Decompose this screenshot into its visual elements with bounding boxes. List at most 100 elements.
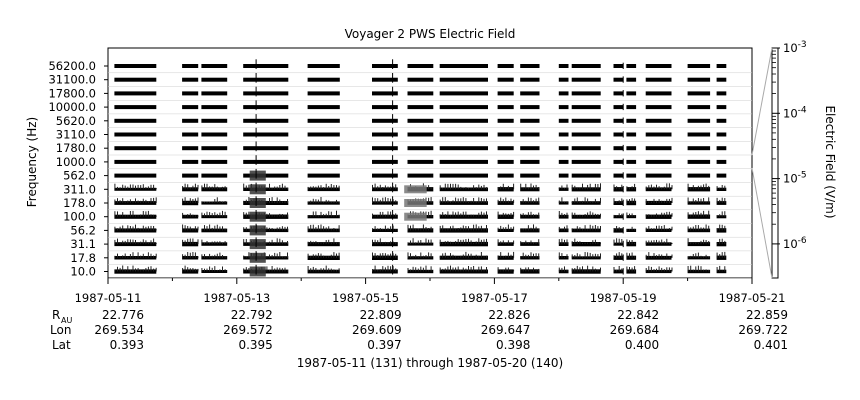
noise-mark: [527, 187, 529, 190]
data-segment: [372, 146, 398, 151]
data-segment: [645, 132, 672, 137]
noise-mark: [274, 229, 276, 231]
noise-mark: [222, 201, 223, 203]
noise-mark: [700, 240, 702, 245]
noise-mark: [468, 215, 469, 217]
data-segment: [307, 242, 340, 247]
noise-mark: [668, 228, 670, 231]
data-segment: [626, 159, 637, 164]
noise-mark: [692, 226, 694, 231]
noise-mark: [460, 239, 462, 245]
data-segment: [571, 214, 601, 219]
y-tick-label: 56200.0: [48, 59, 96, 73]
noise-mark: [447, 211, 449, 217]
noise-mark: [417, 256, 419, 258]
noise-mark: [613, 267, 615, 272]
noise-mark: [269, 183, 270, 190]
noise-mark: [187, 214, 189, 217]
noise-mark: [505, 187, 507, 190]
noise-mark: [216, 213, 218, 217]
noise-mark: [444, 241, 446, 245]
noise-mark: [500, 241, 502, 245]
data-segment: [201, 256, 228, 260]
data-segment: [626, 91, 637, 96]
noise-mark: [287, 226, 288, 231]
y-tick-label: 10000.0: [48, 100, 96, 114]
noise-mark: [457, 256, 459, 258]
y-tick-label: 1780.0: [56, 141, 96, 155]
data-segment: [439, 255, 488, 260]
noise-mark: [708, 185, 710, 190]
data-segment: [558, 91, 569, 96]
noise-mark: [147, 186, 149, 190]
data-segment: [613, 269, 624, 274]
noise-mark: [450, 253, 451, 258]
colorbar-tick-label: 10-6: [783, 236, 807, 251]
noise-mark: [129, 199, 131, 203]
noise-mark: [475, 269, 477, 272]
noise-mark: [721, 211, 723, 217]
noise-mark: [475, 224, 477, 231]
noise-mark: [480, 198, 482, 203]
data-segment: [497, 159, 514, 164]
noise-mark: [507, 200, 509, 203]
noise-mark: [468, 253, 469, 258]
noise-mark: [465, 226, 467, 231]
noise-mark: [497, 255, 499, 258]
noise-mark: [119, 242, 121, 245]
data-segment: [407, 256, 434, 260]
data-segment: [613, 201, 624, 205]
data-segment: [439, 241, 488, 247]
noise-mark: [668, 256, 670, 258]
noise-mark: [374, 239, 376, 245]
noise-mark: [184, 215, 186, 217]
noise-mark: [390, 253, 392, 258]
noise-mark: [522, 228, 524, 231]
noise-mark: [420, 266, 422, 272]
noise-mark: [330, 211, 332, 217]
noise-mark: [584, 187, 586, 190]
noise-mark: [137, 227, 139, 231]
noise-mark: [480, 252, 482, 258]
noise-mark: [243, 239, 245, 245]
noise-mark: [497, 239, 499, 245]
noise-mark: [333, 185, 335, 190]
channel-row: [108, 197, 752, 211]
noise-mark: [114, 239, 116, 245]
noise-mark: [284, 200, 286, 203]
data-segment: [558, 146, 569, 151]
noise-mark: [582, 256, 583, 258]
noise-mark: [600, 267, 601, 272]
noise-mark: [621, 184, 623, 190]
noise-mark: [145, 256, 147, 258]
noise-mark: [452, 242, 454, 245]
noise-mark: [211, 186, 213, 190]
noise-mark: [703, 269, 705, 272]
data-segment: [182, 159, 199, 164]
noise-mark: [457, 184, 459, 190]
noise-mark: [248, 229, 250, 231]
noise-mark: [631, 198, 633, 203]
noise-mark: [145, 268, 147, 272]
noise-mark: [597, 254, 599, 258]
data-segment: [645, 118, 672, 123]
noise-mark: [533, 253, 534, 258]
noise-mark: [271, 255, 273, 258]
noise-mark: [629, 267, 630, 272]
noise-mark: [266, 213, 268, 217]
noise-mark: [320, 243, 322, 245]
noise-mark: [124, 240, 126, 245]
noise-mark: [525, 267, 527, 272]
noise-mark: [333, 252, 335, 258]
noise-mark: [574, 255, 576, 258]
data-segment: [613, 242, 624, 246]
noise-mark: [705, 214, 707, 217]
data-segment: [114, 159, 157, 164]
noise-mark: [661, 267, 663, 272]
noise-mark: [719, 254, 721, 258]
noise-mark: [422, 267, 424, 272]
data-segment: [307, 255, 340, 260]
noise-mark: [510, 188, 512, 190]
noise-mark: [145, 187, 147, 190]
data-segment: [372, 173, 398, 178]
